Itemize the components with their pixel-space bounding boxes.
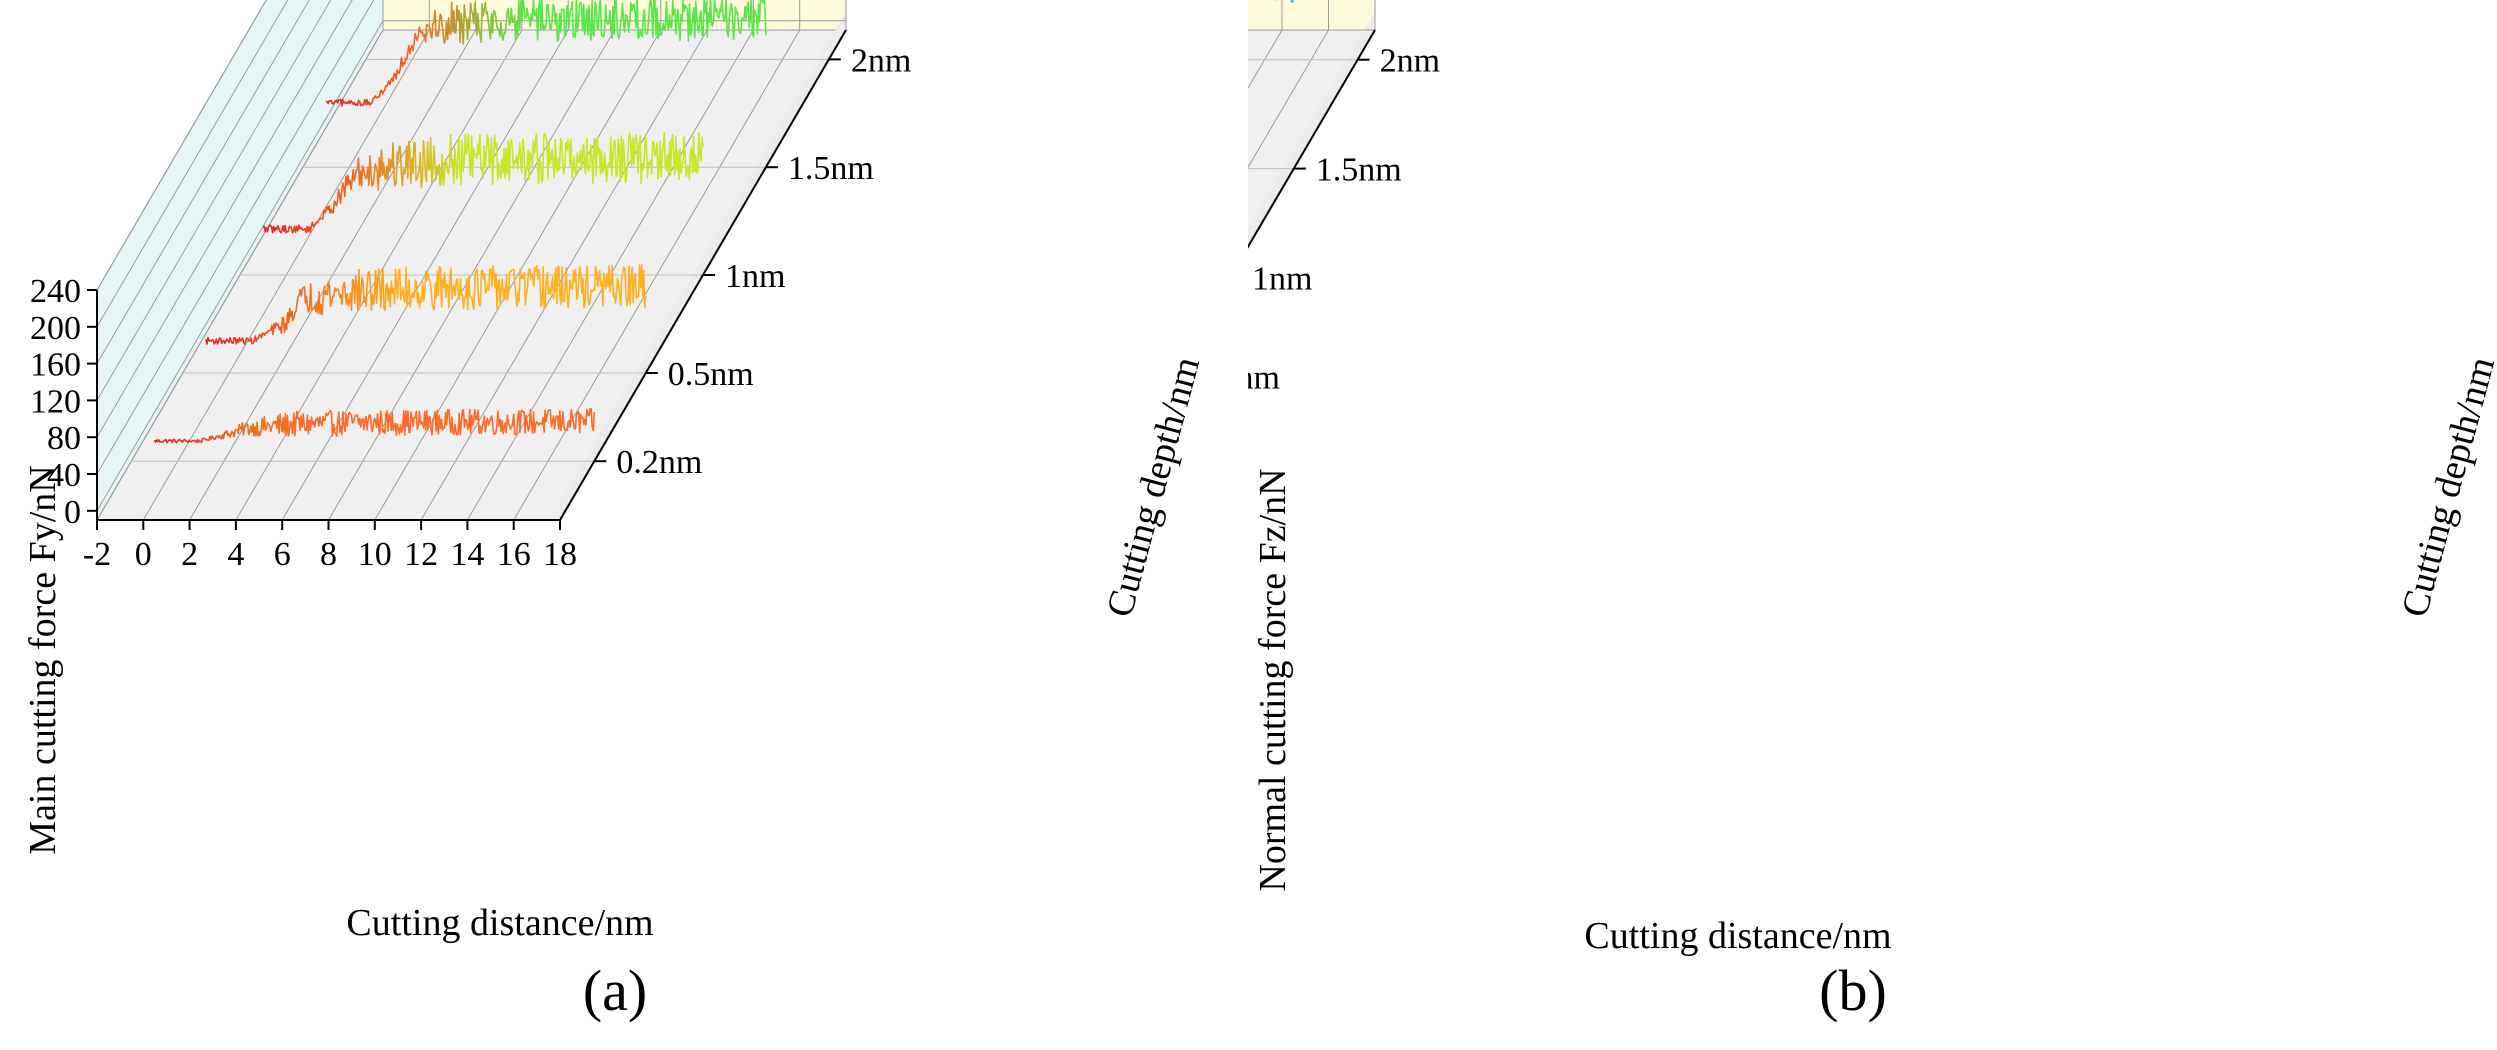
panel-label: (a)	[583, 958, 647, 1023]
z-tick-label: 0.5nm	[668, 356, 754, 393]
series-line-1.5nm	[325, 0, 767, 107]
y-tick-label: 200	[30, 310, 81, 347]
x-axis-label: Cutting distance/nm	[1584, 915, 1891, 957]
y-tick-label: 160	[30, 347, 81, 384]
z-tick-label: 2nm	[1380, 43, 1440, 80]
x-tick-label: 2	[181, 536, 198, 573]
z-tick-label: 1.5nm	[788, 150, 874, 187]
axes	[1248, 29, 1376, 249]
x-tick-label: -2	[83, 536, 111, 573]
x-tick-label: 8	[320, 536, 337, 573]
back-wall	[1248, 0, 1376, 31]
y-tick-label: 240	[30, 273, 81, 310]
series-line-1nm	[262, 131, 704, 234]
x-axis-label: Cutting distance/nm	[346, 902, 653, 944]
y-tick-label: 0	[64, 494, 81, 531]
plot-3d: -2024681012141618-500501001502002500.2nm…	[1248, 0, 1440, 397]
x-tick-label: 12	[404, 536, 438, 573]
y-tick-label: 80	[47, 420, 81, 457]
plot-3d: -2 0 2 4 6 8 10 12 14 16 18040801201602002400.2nm0…	[30, 0, 911, 573]
panel-label: (b)	[1819, 958, 1887, 1023]
right-wall	[1248, 11, 1375, 247]
x-tick-label: 16	[497, 536, 531, 573]
z-tick-label: 0.2nm	[616, 444, 702, 481]
y-axis-label: Main cutting force Fy/nN	[22, 465, 64, 854]
x-tick-label: 6	[274, 536, 291, 573]
z-tick-label: 1nm	[725, 258, 785, 295]
y-axis-label: Normal cutting force Fz/nN	[1252, 468, 1294, 891]
x-tick-label: 0	[135, 536, 152, 573]
x-tick-label: 10	[358, 536, 392, 573]
z-axis-label: Cutting depth/nm	[2394, 352, 2497, 621]
chart-a: -2 0 2 4 6 8 10 12 14 16 18040801201602002400.2nm0…	[22, 0, 1209, 1023]
z-tick-label: 1nm	[1252, 261, 1312, 298]
y-tick-label: 40	[47, 457, 81, 494]
series-line-0.2nm	[153, 407, 596, 444]
y-tick-label: 120	[30, 383, 81, 420]
right-wall	[560, 11, 846, 520]
z-tick-label: 1.5nm	[1316, 152, 1402, 189]
series-line-0.5nm	[205, 263, 647, 345]
x-tick-label: 18	[543, 536, 577, 573]
z-axis-label: Cutting depth/nm	[1099, 352, 1209, 621]
series-group	[153, 0, 767, 444]
z-tick-label: 2nm	[851, 42, 911, 79]
x-tick-label: 4	[227, 536, 244, 573]
z-tick-label: 0.5nm	[1248, 360, 1280, 397]
chart-b: -2024681012141618-500501001502002500.2nm…	[1248, 0, 2497, 1023]
z-axis-line	[1248, 29, 1376, 249]
x-tick-label: 14	[450, 536, 484, 573]
